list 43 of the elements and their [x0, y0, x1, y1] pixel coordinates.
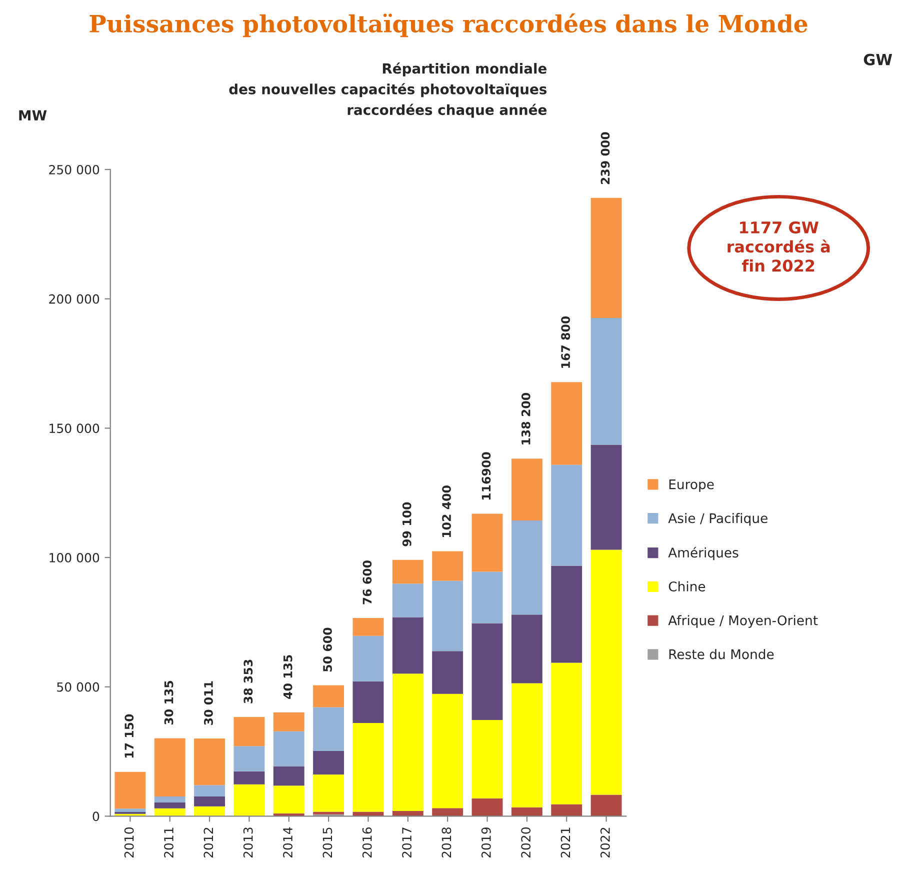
total-label: 99 100 — [402, 502, 412, 546]
total-label: 38 353 — [244, 660, 253, 704]
legend-label: Chine — [668, 581, 706, 592]
legend-label: Reste du Monde — [669, 649, 774, 660]
text: GW — [864, 54, 892, 66]
total-label: 17 150 — [124, 714, 134, 758]
x-tick-label: 2020 — [521, 827, 531, 858]
total-label: 138 200 — [521, 392, 530, 444]
y-tick-label: 50 000 — [57, 682, 100, 692]
total-label: 50 600 — [323, 628, 332, 672]
x-tick-label: 2014 — [283, 827, 292, 858]
total-label: 30 135 — [164, 680, 174, 725]
x-tick-label: 2016 — [362, 827, 372, 858]
x-tick-label: 2010 — [124, 827, 134, 858]
total-label: 239 000 — [600, 132, 610, 184]
x-tick-label: 2021 — [560, 828, 570, 858]
total-label: 116900 — [482, 452, 491, 500]
y-tick-label: 150 000 — [50, 424, 100, 434]
x-tick-label: 2012 — [204, 828, 214, 858]
x-tick-label: 2018 — [442, 827, 452, 858]
total-label: 76 600 — [362, 560, 372, 604]
total-label: 167 800 — [561, 316, 570, 368]
y-tick-label: 0 — [92, 812, 100, 822]
legend-label: Europe — [669, 479, 714, 492]
legend-label: Afrique / Moyen-Orient — [668, 615, 818, 628]
x-tick-label: 2022 — [600, 828, 610, 858]
x-tick-label: 2019 — [481, 827, 491, 858]
x-tick-label: 2015 — [322, 828, 332, 858]
y-axis-title: MW — [19, 110, 47, 120]
text: 1177 GW raccordés à fin 2022 — [728, 221, 830, 272]
y-tick-label: 200 000 — [49, 294, 100, 304]
total-label: 40 135 — [283, 655, 292, 699]
legend-label: Amériques — [668, 546, 738, 560]
x-tick-label: 2011 — [164, 828, 174, 858]
chart-subtitle: Répartition mondiale des nouvelles capacités photovoltaïques raccordées chaque année — [229, 62, 547, 118]
y-tick-label: 100 000 — [50, 552, 100, 562]
legend-label: Asie / Pacifique — [668, 512, 768, 526]
x-tick-label: 2017 — [402, 828, 412, 858]
total-label: 102 400 — [442, 486, 451, 538]
x-tick-label: 2013 — [243, 828, 253, 858]
chart-title: Puissances photovoltaïques raccordées dans le Monde — [90, 13, 808, 38]
y-tick-label: 250 000 — [49, 164, 100, 174]
total-label: 30 011 — [204, 681, 213, 725]
